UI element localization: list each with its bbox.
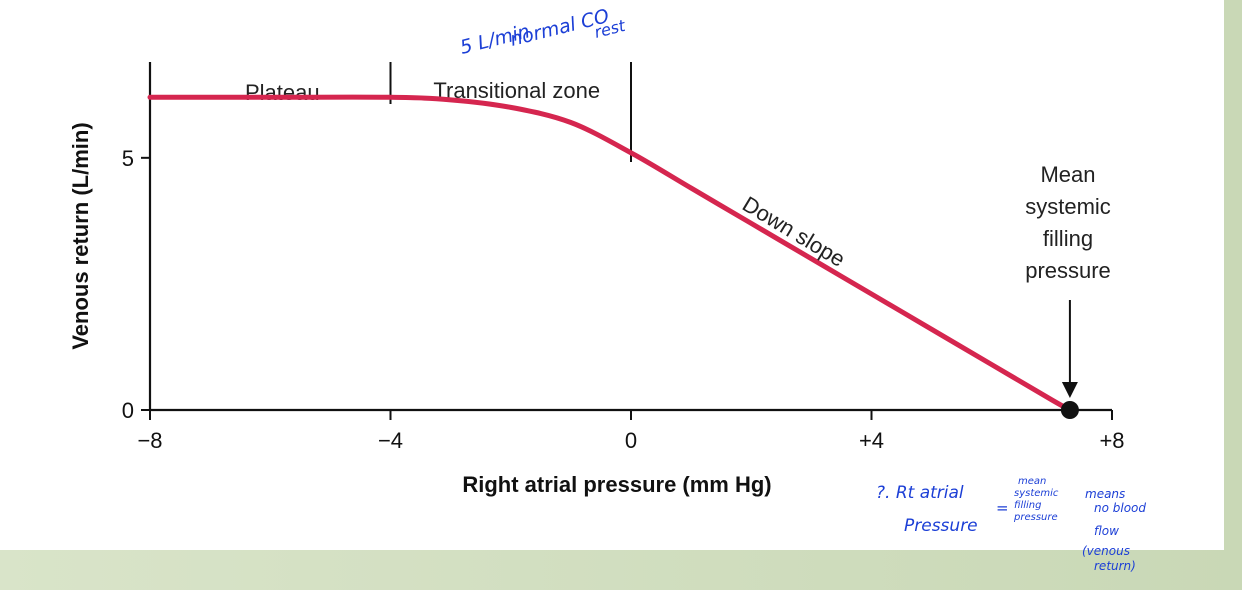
down-slope-label: Down slope xyxy=(738,191,849,272)
msfp-point xyxy=(1060,401,1079,419)
msfp-label-line-4: pressure xyxy=(1025,258,1111,283)
handwriting-msfp-pressure: pressure xyxy=(1013,512,1058,523)
handwriting-means: means xyxy=(1085,487,1125,501)
handwritten-top-note: 5 L/min normal CO rest xyxy=(458,5,628,59)
x-tick-label: 0 xyxy=(625,428,637,453)
y-tick-label: 0 xyxy=(122,398,134,423)
x-tick-label: −8 xyxy=(137,428,162,453)
venous-return-curve xyxy=(147,94,1073,413)
handwriting-equals: = xyxy=(996,499,1009,517)
msfp-label-line-2: systemic xyxy=(1025,194,1111,219)
msfp-label-line-3: filling xyxy=(1043,226,1093,251)
handwriting-venous: (venous xyxy=(1082,544,1130,558)
figure-panel xyxy=(0,0,1224,550)
handwriting-systemic: systemic xyxy=(1014,488,1059,499)
handwriting-no-blood: no blood xyxy=(1094,501,1146,515)
handwriting-return: return) xyxy=(1094,559,1136,573)
handwriting-flow: flow xyxy=(1094,524,1119,538)
y-ticks: 05 xyxy=(122,146,150,423)
arrow-head-icon xyxy=(1061,382,1078,398)
y-tick-label: 5 xyxy=(122,146,134,171)
y-axis-title: Venous return (L/min) xyxy=(68,122,93,349)
handwriting-filling: filling xyxy=(1014,500,1041,511)
x-tick-label: +8 xyxy=(1099,428,1124,453)
handwriting-mean: mean xyxy=(1018,476,1046,487)
handwriting-pressure: Pressure xyxy=(904,516,978,536)
handwritten-bottom-note: ?. Rt atrial Pressure = mean systemic fi… xyxy=(876,476,1146,573)
x-axis-title: Right atrial pressure (mm Hg) xyxy=(462,472,771,497)
x-ticks: −8 −4 0 +4 +8 xyxy=(137,410,1125,453)
zone-label-plateau: Plateau xyxy=(245,80,320,105)
handwriting-rt-atrial: ?. Rt atrial xyxy=(876,483,964,503)
x-tick-label: +4 xyxy=(859,428,884,453)
msfp-label-line-1: Mean xyxy=(1040,162,1095,187)
x-tick-label: −4 xyxy=(378,428,403,453)
